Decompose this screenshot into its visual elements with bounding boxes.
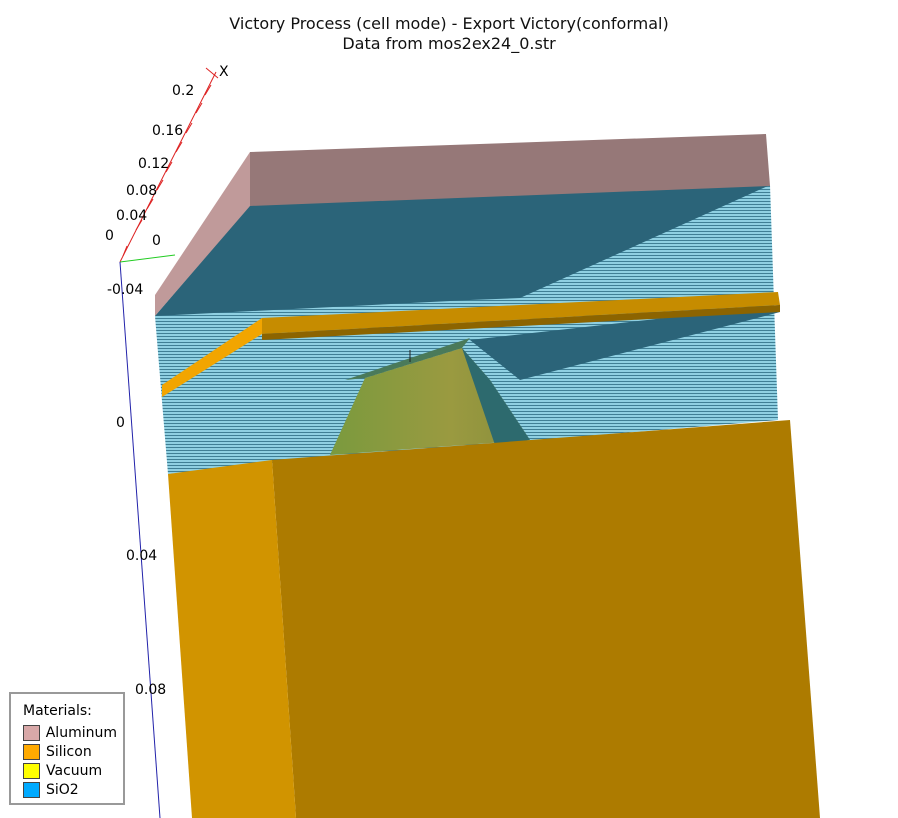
x-tick-label: 0.12 <box>138 156 169 172</box>
legend-label: Vacuum <box>46 762 103 779</box>
materials-legend: Materials: Aluminum Silicon Vacuum SiO2 <box>9 692 125 805</box>
legend-label: Silicon <box>46 743 92 760</box>
x-tick-label: 0 <box>105 228 114 244</box>
legend-swatch <box>23 724 40 741</box>
z-tick-label: 0.08 <box>135 682 166 698</box>
z-tick-label: 0.04 <box>126 548 157 564</box>
vacuum-mesa-shadow <box>345 338 470 380</box>
x-axis-ticks <box>122 67 219 257</box>
x-axis-line <box>119 71 217 263</box>
x-axis-label: X <box>219 64 229 80</box>
y-tick-label: 0 <box>152 233 161 249</box>
legend-item-silicon: Silicon <box>23 742 117 761</box>
x-tick-label: 0.04 <box>116 208 147 224</box>
plot-subtitle: Data from mos2ex24_0.str <box>342 34 556 53</box>
legend-swatch <box>23 743 40 760</box>
sio2-top-face <box>155 185 770 316</box>
x-tick-label: 0.16 <box>152 123 183 139</box>
legend-item-aluminum: Aluminum <box>23 723 117 742</box>
aluminum-side-face <box>155 152 250 316</box>
legend-label: Aluminum <box>45 724 117 741</box>
vacuum-mesa-right <box>462 348 530 445</box>
gate-top-face <box>262 292 780 334</box>
z-tick-label: -0.04 <box>107 282 143 298</box>
gate-side-face <box>162 318 262 397</box>
aluminum-top-face <box>250 134 770 206</box>
legend-swatch <box>23 762 40 779</box>
legend-swatch <box>23 781 40 798</box>
gate-under-face <box>262 305 780 340</box>
legend-item-sio2: SiO2 <box>23 780 117 799</box>
sio2-lower-wedge <box>470 305 780 380</box>
z-tick-label: 0 <box>116 415 125 431</box>
y-axis-line <box>119 254 176 263</box>
plot-title: Victory Process (cell mode) - Export Vic… <box>229 14 669 33</box>
legend-title: Materials: <box>23 703 92 719</box>
x-tick-label: 0.2 <box>172 83 194 99</box>
silicon-side-face <box>168 460 296 818</box>
x-tick-label: 0.08 <box>126 183 157 199</box>
legend-label: SiO2 <box>46 781 79 798</box>
legend-item-vacuum: Vacuum <box>23 761 117 780</box>
z-axis-line <box>119 261 161 818</box>
silicon-front-face <box>272 420 820 818</box>
